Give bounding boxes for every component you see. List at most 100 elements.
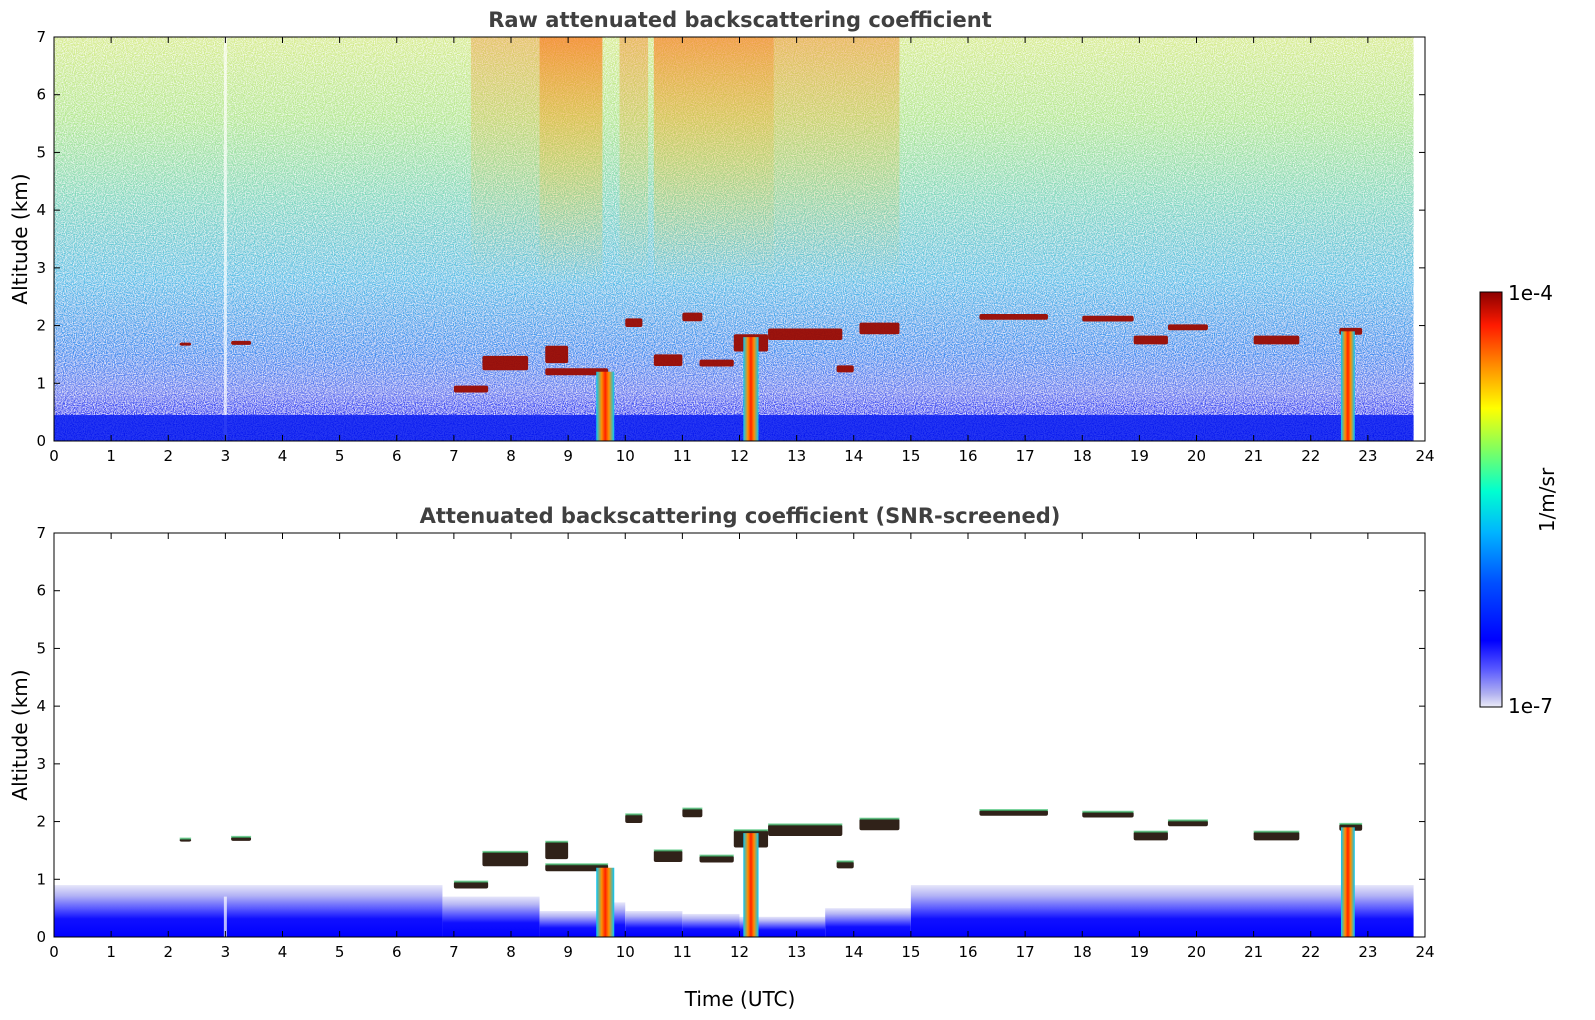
raw-axes: 0 1 2 3 4 5 6 7 8 9 10 11 12 13 14 15 16 17 18 19 20 21 22 23 24… (36, 28, 1434, 465)
screened-cloud-edge-19 (1339, 822, 1363, 825)
x-tick-label: 12 (730, 447, 749, 465)
raw-dense-column-1 (743, 337, 759, 441)
raw-cloud-layer-18 (1253, 335, 1300, 345)
raw-cloud-layer-15 (1082, 315, 1134, 322)
raw-panel-title: Raw attenuated backscattering coefficien… (488, 8, 992, 32)
raw-cloud-layer-11 (768, 328, 843, 340)
raw-cloud-layer-2 (453, 385, 489, 393)
x-tick-label: 11 (673, 447, 692, 465)
x-tick-label: 23 (1358, 943, 1377, 961)
x-tick-label: 14 (844, 447, 863, 465)
screened-axes: 0 1 2 3 4 5 6 7 8 9 10 11 12 13 14 15 16 17 18 19 20 21 22 23 24… (36, 524, 1434, 961)
raw-cloud-layer-16 (1133, 335, 1168, 345)
x-tick-label: 5 (335, 447, 345, 465)
screened-boundary-layer-4 (625, 911, 683, 937)
screened-y-axis-label: Altitude (km) (8, 669, 32, 800)
screened-cloud-layer-3 (482, 851, 529, 867)
x-tick-label: 24 (1415, 943, 1434, 961)
raw-warm-zone-4 (773, 37, 900, 288)
y-tick-label: 3 (36, 755, 46, 773)
screened-panel-title: Attenuated backscattering coefficient (S… (420, 504, 1061, 528)
y-tick-label: 1 (36, 374, 46, 392)
x-tick-label: 17 (1016, 447, 1035, 465)
y-tick-label: 0 (36, 928, 46, 946)
screened-cloud-edge-0 (179, 837, 192, 840)
x-tick-label: 22 (1301, 943, 1320, 961)
screened-cloud-layer-1 (231, 836, 252, 841)
screened-cloud-layer-4 (545, 864, 609, 872)
raw-warm-zone-1 (539, 37, 603, 288)
y-tick-label: 7 (36, 28, 46, 46)
raw-cloud-layer-8 (682, 312, 703, 322)
screened-cloud-layer-2 (453, 881, 489, 889)
colorbar: 1e-4 1e-7 1/m/sr (1479, 281, 1559, 718)
screened-cloud-edge-5 (545, 840, 569, 843)
screened-cloud-edge-11 (768, 823, 843, 826)
x-tick-label: 10 (616, 447, 635, 465)
x-tick-label: 6 (392, 447, 402, 465)
x-tick-label: 2 (163, 447, 173, 465)
x-tick-label: 20 (1187, 447, 1206, 465)
raw-warm-zone-2 (619, 37, 649, 288)
x-tick-label: 1 (106, 447, 116, 465)
x-tick-label: 14 (844, 943, 863, 961)
screened-cloud-layer-17 (1167, 820, 1208, 827)
plot-frame (53, 532, 1426, 938)
screened-boundary-layer-1 (442, 896, 540, 937)
screened-cloud-layer-14 (979, 810, 1048, 816)
x-tick-label: 1 (106, 943, 116, 961)
y-tick-label: 5 (36, 143, 46, 161)
x-tick-label: 20 (1187, 943, 1206, 961)
x-tick-label: 9 (563, 447, 573, 465)
x-tick-label: 15 (901, 943, 920, 961)
x-tick-label: 3 (221, 447, 231, 465)
x-tick-label: 3 (221, 943, 231, 961)
x-tick-label: 21 (1244, 447, 1263, 465)
colorbar-gradient (1479, 291, 1503, 708)
x-tick-label: 13 (787, 447, 806, 465)
raw-cloud-layer-1 (231, 340, 252, 345)
x-tick-label: 9 (563, 943, 573, 961)
raw-cloud-layer-3 (482, 355, 529, 371)
x-tick-label: 18 (1073, 943, 1092, 961)
screened-cloud-edge-3 (482, 850, 529, 853)
x-tick-label: 7 (449, 447, 459, 465)
x-tick-label: 18 (1073, 447, 1092, 465)
y-tick-label: 1 (36, 870, 46, 888)
screened-dense-column-2 (1340, 827, 1355, 937)
raw-dense-column-0 (596, 371, 615, 441)
raw-warm-zone-3 (653, 37, 774, 288)
x-tick-label: 23 (1358, 447, 1377, 465)
screened-boundary-layer-8 (910, 885, 1414, 937)
x-tick-label: 8 (506, 447, 516, 465)
x-tick-label: 7 (449, 943, 459, 961)
screened-heatmap (54, 807, 1414, 937)
screened-cloud-edge-18 (1253, 830, 1300, 833)
screened-boundary-layer-6 (739, 916, 826, 937)
raw-cloud-layer-6 (625, 318, 643, 328)
raw-cloud-layer-5 (545, 345, 569, 364)
x-tick-label: 24 (1415, 447, 1434, 465)
screened-cloud-layer-8 (682, 808, 703, 818)
x-tick-label: 21 (1244, 943, 1263, 961)
screened-cloud-layer-11 (768, 824, 843, 836)
x-tick-label: 0 (49, 943, 59, 961)
screened-cloud-layer-15 (1082, 811, 1134, 818)
screened-backscatter-panel: Attenuated backscattering coefficient (S… (8, 504, 1435, 1011)
screened-cloud-layer-9 (699, 855, 734, 863)
y-tick-label: 2 (36, 317, 46, 335)
x-tick-label: 4 (278, 447, 288, 465)
screened-cloud-layer-6 (625, 814, 643, 824)
screened-dense-column-1 (743, 833, 759, 937)
screened-cloud-edge-4 (545, 863, 609, 866)
raw-cloud-layer-12 (836, 365, 854, 373)
raw-cloud-layer-7 (653, 354, 683, 366)
screened-dense-column-0 (596, 867, 615, 937)
raw-dense-column-2 (1340, 331, 1355, 441)
screened-cloud-layer-5 (545, 841, 569, 860)
x-tick-label: 0 (49, 447, 59, 465)
screened-cloud-edge-9 (699, 854, 734, 857)
screened-cloud-edge-13 (859, 817, 900, 820)
